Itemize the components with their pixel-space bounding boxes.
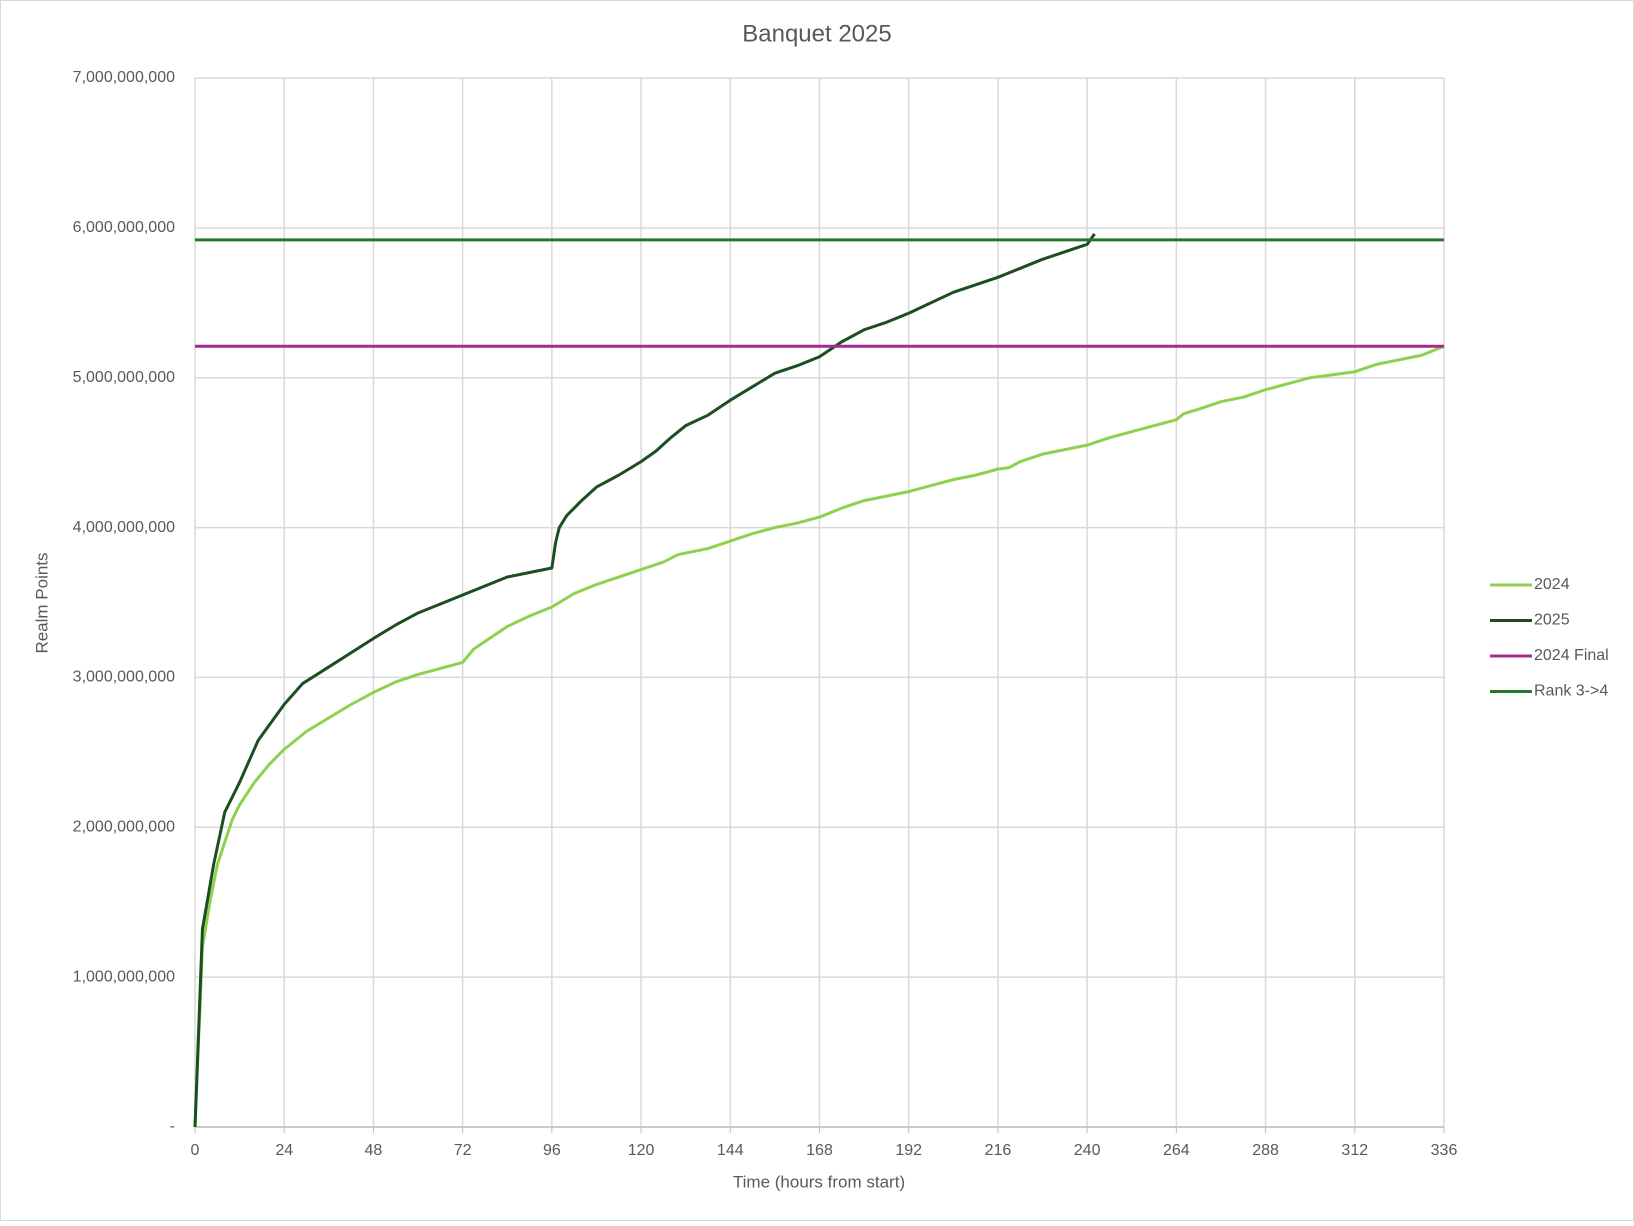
legend-label: 2024 Final (1534, 647, 1609, 664)
x-tick-label: 120 (628, 1142, 655, 1159)
y-tick-label: 7,000,000,000 (73, 69, 175, 86)
legend-label: 2024 (1534, 576, 1570, 593)
y-tick-label: 5,000,000,000 (73, 369, 175, 386)
x-tick-label: 168 (806, 1142, 833, 1159)
x-tick-label: 72 (454, 1142, 472, 1159)
legend-label: 2025 (1534, 612, 1570, 629)
x-tick-label: 144 (717, 1142, 744, 1159)
y-axis-title: Realm Points (32, 552, 51, 653)
chart-title: Banquet 2025 (742, 20, 891, 47)
x-tick-label: 288 (1252, 1142, 1279, 1159)
y-tick-label: - (170, 1118, 175, 1135)
legend-label: Rank 3->4 (1534, 683, 1608, 700)
x-tick-label: 336 (1431, 1142, 1458, 1159)
y-tick-label: 2,000,000,000 (73, 819, 175, 836)
x-tick-label: 48 (365, 1142, 383, 1159)
series-line (193, 232, 1096, 1128)
y-tick-label: 6,000,000,000 (73, 219, 175, 236)
x-tick-label: 192 (895, 1142, 922, 1159)
x-tick-label: 216 (985, 1142, 1012, 1159)
y-tick-label: 1,000,000,000 (73, 968, 175, 985)
x-tick-label: 264 (1163, 1142, 1190, 1159)
x-tick-label: 96 (543, 1142, 561, 1159)
y-tick-label: 4,000,000,000 (73, 519, 175, 536)
x-tick-label: 240 (1074, 1142, 1101, 1159)
series-line (193, 344, 1445, 1128)
y-tick-label: 3,000,000,000 (73, 669, 175, 686)
x-tick-label: 0 (191, 1142, 200, 1159)
x-tick-label: 24 (275, 1142, 293, 1159)
x-axis-title: Time (hours from start) (733, 1172, 905, 1191)
x-tick-label: 312 (1341, 1142, 1368, 1159)
